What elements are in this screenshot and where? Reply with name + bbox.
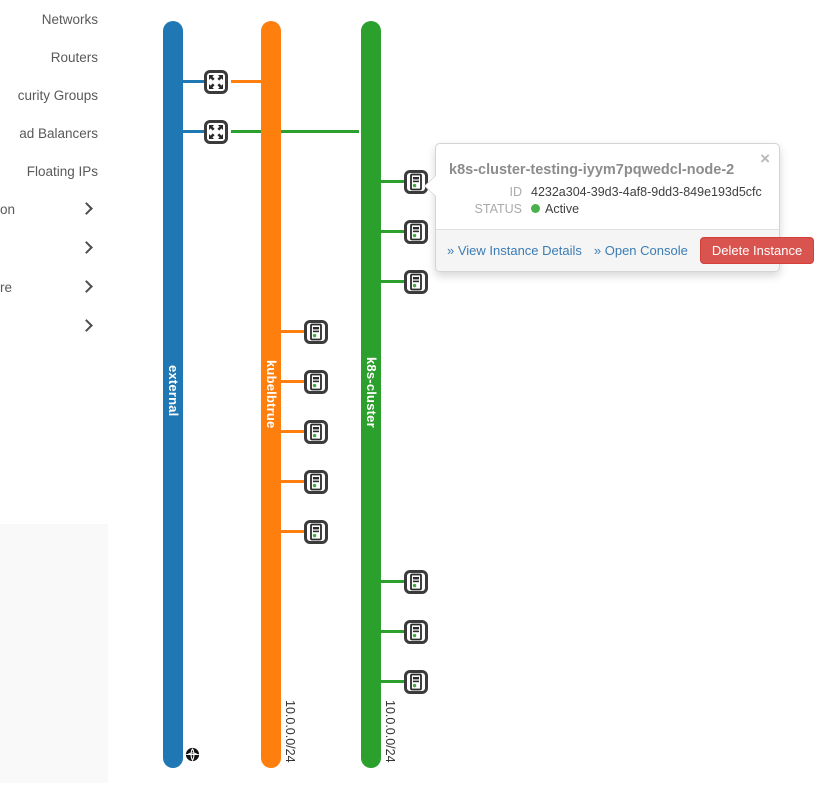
- instance-node[interactable]: [404, 220, 428, 244]
- open-console-link[interactable]: » Open Console: [593, 243, 688, 258]
- sidebar-item-item-6[interactable]: [0, 229, 108, 267]
- instance-link-line: [378, 630, 408, 633]
- popup-close-button[interactable]: ×: [760, 149, 770, 168]
- router-uplink-line: [173, 80, 207, 83]
- sidebar-item-re[interactable]: re: [0, 268, 108, 306]
- external-network-globe-icon: [185, 747, 200, 762]
- instance-link-line: [278, 530, 308, 533]
- router-downlink-line: [231, 80, 276, 83]
- instance-node[interactable]: [304, 470, 328, 494]
- network-bar-k8s-cluster[interactable]: [361, 21, 381, 768]
- popup-field-row: ID 4232a304-39d3-4af8-9dd3-849e193d5cfc: [448, 184, 767, 201]
- view-instance-details-link[interactable]: » View Instance Details: [447, 243, 582, 258]
- instance-node[interactable]: [304, 520, 328, 544]
- instance-popup: × k8s-cluster-testing-iyym7pqwedcl-node-…: [424, 143, 815, 272]
- sidebar-bottom-panel: [0, 524, 108, 783]
- instance-link-line: [378, 230, 408, 233]
- instance-node[interactable]: [404, 670, 428, 694]
- chevron-right-icon: [80, 280, 94, 294]
- chevron-right-icon: [80, 202, 94, 216]
- delete-instance-button[interactable]: Delete Instance: [699, 237, 815, 264]
- instance-node[interactable]: [304, 370, 328, 394]
- network-cidr-kubelbtrue: 10.0.0.0/24: [283, 700, 297, 763]
- sidebar-item-label: Networks: [41, 11, 98, 27]
- network-bar-external[interactable]: [163, 21, 183, 768]
- status-text: Active: [545, 202, 580, 216]
- router-node[interactable]: [204, 70, 228, 94]
- instance-link-line: [278, 380, 308, 383]
- popup-field-row: STATUS Active: [448, 201, 767, 218]
- sidebar-item-networks[interactable]: Networks: [0, 0, 108, 38]
- instance-node[interactable]: [404, 620, 428, 644]
- network-bar-kubelbtrue[interactable]: [261, 21, 281, 768]
- topology-canvas: external kubelbtrue 10.0.0.0/24 k8s-cluster…: [108, 0, 820, 787]
- sidebar-item-label: curity Groups: [17, 87, 98, 103]
- sidebar-item-floating-ips[interactable]: Floating IPs: [0, 152, 108, 190]
- sidebar-item-on[interactable]: on: [0, 190, 108, 228]
- instance-link-line: [278, 330, 308, 333]
- instance-link-line: [378, 580, 408, 583]
- popup-body: ID 4232a304-39d3-4af8-9dd3-849e193d5cfc ST…: [436, 184, 779, 229]
- instance-link-line: [378, 280, 408, 283]
- router-downlink-line: [231, 130, 359, 133]
- instance-link-line: [378, 680, 408, 683]
- popup-field-key: STATUS: [474, 202, 522, 216]
- sidebar-item-label: ad Balancers: [19, 125, 98, 141]
- instance-node[interactable]: [404, 570, 428, 594]
- sidebar: Networks Routers curity Groups ad Balancers…: [0, 0, 108, 787]
- sidebar-item-label: Floating IPs: [26, 163, 98, 179]
- network-cidr-k8s-cluster: 10.0.0.0/24: [383, 700, 397, 763]
- instance-link-line: [378, 180, 408, 183]
- router-uplink-line: [173, 130, 207, 133]
- popup-footer: » View Instance Details » Open Console D…: [436, 229, 815, 271]
- status-dot-icon: [531, 204, 540, 213]
- instance-node[interactable]: [404, 270, 428, 294]
- instance-link-line: [278, 480, 308, 483]
- sidebar-item-ad-balancers[interactable]: ad Balancers: [0, 114, 108, 152]
- popup-field-key: ID: [509, 185, 523, 199]
- popup-title: k8s-cluster-testing-iyym7pqwedcl-node-2: [449, 162, 735, 178]
- instance-link-line: [278, 430, 308, 433]
- sidebar-item-item-8[interactable]: [0, 307, 108, 345]
- chevron-right-icon: [80, 319, 94, 333]
- sidebar-item-curity-groups[interactable]: curity Groups: [0, 76, 108, 114]
- sidebar-item-label: on: [0, 201, 16, 217]
- chevron-right-icon: [80, 241, 94, 255]
- sidebar-item-label: Routers: [50, 49, 98, 65]
- popup-arrow-inner: [425, 175, 437, 197]
- sidebar-item-label: re: [0, 279, 13, 295]
- popup-field-value: Active: [531, 201, 579, 218]
- instance-node[interactable]: [304, 320, 328, 344]
- instance-node[interactable]: [304, 420, 328, 444]
- sidebar-item-routers[interactable]: Routers: [0, 38, 108, 76]
- router-node[interactable]: [204, 120, 228, 144]
- popup-field-value: 4232a304-39d3-4af8-9dd3-849e193d5cfc: [531, 185, 762, 199]
